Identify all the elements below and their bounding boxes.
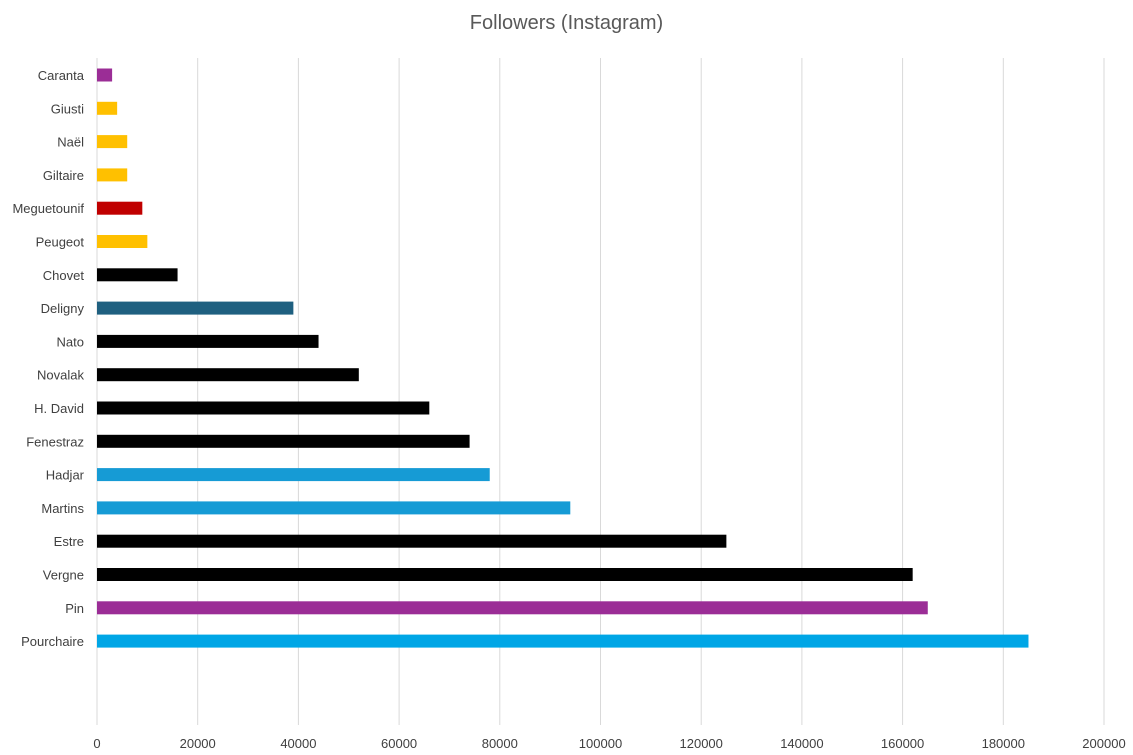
category-label: Giltaire xyxy=(43,168,84,183)
bar-giusti xyxy=(97,101,118,115)
x-tick-label: 160000 xyxy=(881,736,924,751)
x-tick-label: 0 xyxy=(93,736,100,751)
category-label: Hadjar xyxy=(46,468,85,483)
category-label: Peugeot xyxy=(36,235,85,250)
x-axis-tick-labels: 0 20000 40000 60000 80000 100000 120000 140000 1… xyxy=(93,736,1125,751)
x-tick-label: 180000 xyxy=(982,736,1025,751)
bar-chovet xyxy=(97,268,178,282)
bar-pin xyxy=(97,601,928,615)
x-tick-label: 60000 xyxy=(381,736,417,751)
bar-peugeot xyxy=(97,235,148,248)
bar-pourchaire xyxy=(97,634,1029,648)
x-tick-label: 20000 xyxy=(180,736,216,751)
bar-fenestraz xyxy=(97,434,470,448)
bar-vergne xyxy=(97,568,913,581)
chart-title: Followers (Instagram) xyxy=(469,12,664,34)
x-tick-label: 100000 xyxy=(579,736,622,751)
bar-novalak xyxy=(97,368,359,382)
category-label: Nato xyxy=(57,334,84,349)
category-label: Giusti xyxy=(51,101,84,116)
x-tick-label: 120000 xyxy=(680,736,723,751)
category-label: Deligny xyxy=(41,301,85,316)
bar-giltaire xyxy=(97,168,128,182)
category-label: Vergne xyxy=(43,568,84,583)
category-label: Meguetounif xyxy=(12,201,84,216)
category-label: Martins xyxy=(41,501,84,516)
x-tick-label: 140000 xyxy=(780,736,823,751)
bar-martins xyxy=(97,501,571,515)
bar-estre xyxy=(97,534,727,548)
category-label: Pourchaire xyxy=(21,634,84,649)
bar-deligny xyxy=(97,301,294,315)
bar-meguetounif xyxy=(97,201,143,215)
bar-h-david xyxy=(97,401,430,415)
x-tick-label: 80000 xyxy=(482,736,518,751)
category-label: Pin xyxy=(65,601,84,616)
category-label: Novalak xyxy=(37,368,84,383)
bar-caranta xyxy=(97,68,113,82)
bar-nato xyxy=(97,334,319,348)
bar-na-l xyxy=(97,135,128,149)
category-label: Chovet xyxy=(43,268,85,283)
bars xyxy=(97,68,1029,648)
x-tick-label: 200000 xyxy=(1082,736,1125,751)
bar-hadjar xyxy=(97,468,490,482)
category-label: H. David xyxy=(34,401,84,416)
category-label: Fenestraz xyxy=(26,434,84,449)
x-tick-label: 40000 xyxy=(280,736,316,751)
category-label: Caranta xyxy=(38,68,85,83)
category-label: Naël xyxy=(57,135,84,150)
category-label: Estre xyxy=(54,534,84,549)
gridlines xyxy=(96,58,1105,725)
category-labels: Caranta Giusti Naël Giltaire Meguetounif Peug… xyxy=(12,68,84,649)
